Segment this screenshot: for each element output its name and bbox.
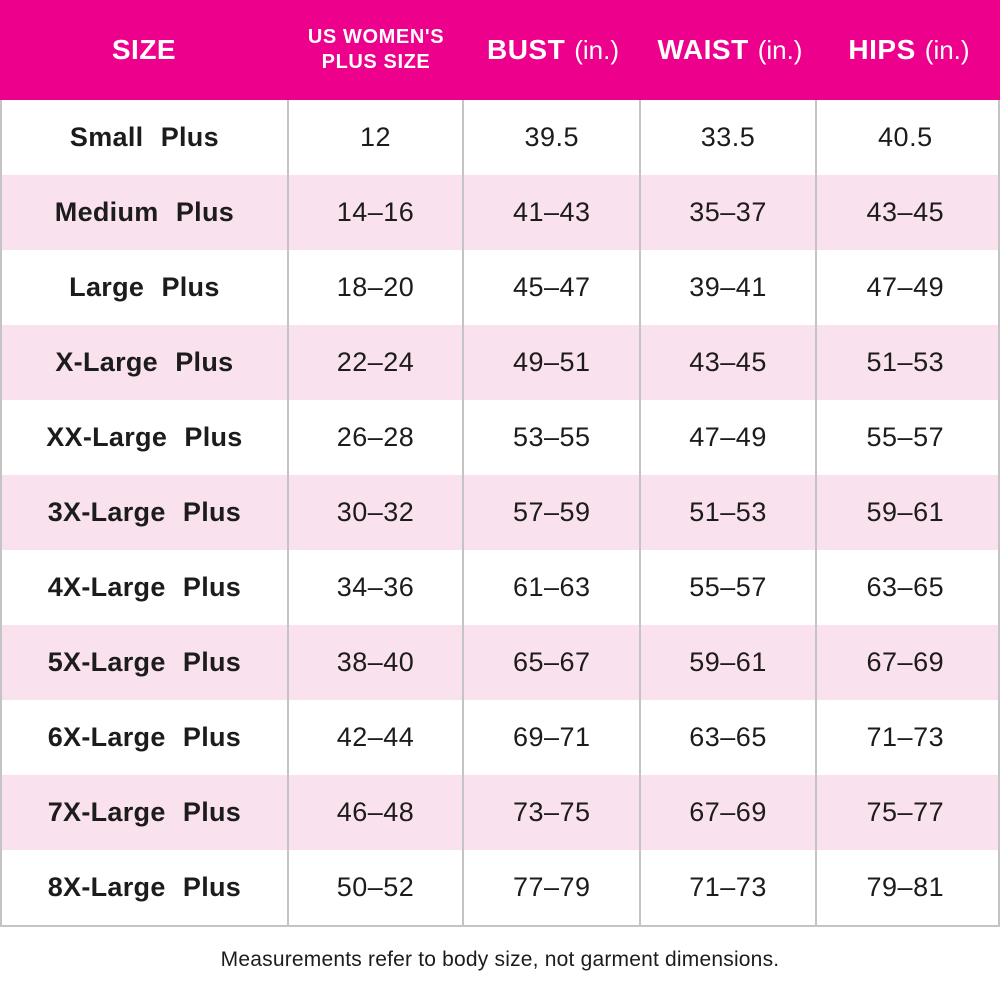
hips-value: 71–73 (814, 700, 994, 775)
hips-value: 47–49 (814, 250, 994, 325)
size-label: X-Large Plus (55, 347, 234, 377)
hips-value: 79–81 (814, 850, 994, 925)
table-row-large-plus: Large Plus 18–20 45–47 39–41 47–49 (2, 250, 998, 325)
size-label: 7X-Large Plus (47, 797, 242, 827)
hips-value: 55–57 (814, 400, 994, 475)
header-waist-label: WAIST (657, 34, 749, 65)
bust-value: 39.5 (462, 100, 639, 175)
size-label: 3X-Large Plus (47, 497, 242, 527)
header-size: SIZE (0, 0, 288, 100)
header-waist: WAIST (in.) (642, 0, 818, 100)
us-size-value: 50–52 (286, 850, 462, 925)
waist-value: 39–41 (639, 250, 814, 325)
header-hips-label: HIPS (848, 34, 916, 65)
waist-value: 63–65 (639, 700, 814, 775)
table-header-row: SIZE US WOMEN'S PLUS SIZE BUST (in.) WAI… (0, 0, 1000, 100)
header-waist-unit: (in.) (757, 35, 803, 65)
size-label: Small Plus (69, 122, 219, 152)
waist-value: 59–61 (639, 625, 814, 700)
us-size-value: 22–24 (286, 325, 462, 400)
us-size-value: 30–32 (286, 475, 462, 550)
size-label: Medium Plus (54, 197, 235, 227)
us-size-value: 12 (286, 100, 462, 175)
us-size-value: 46–48 (286, 775, 462, 850)
size-label: Large Plus (69, 272, 220, 302)
hips-value: 75–77 (814, 775, 994, 850)
size-label: 6X-Large Plus (47, 722, 242, 752)
hips-value: 43–45 (814, 175, 994, 250)
header-us-womens-plus-size: US WOMEN'S PLUS SIZE (288, 0, 464, 100)
header-us-womens-line1: US WOMEN'S (307, 26, 445, 48)
waist-value: 43–45 (639, 325, 814, 400)
us-size-value: 38–40 (286, 625, 462, 700)
header-hips-unit: (in.) (924, 35, 970, 65)
table-body: Small Plus 12 39.5 33.5 40.5 Medium Plus… (0, 100, 1000, 927)
hips-value: 51–53 (814, 325, 994, 400)
hips-value: 40.5 (814, 100, 994, 175)
us-size-value: 42–44 (286, 700, 462, 775)
table-row-6x-large-plus: 6X-Large Plus 42–44 69–71 63–65 71–73 (2, 700, 998, 775)
table-row-medium-plus: Medium Plus 14–16 41–43 35–37 43–45 (2, 175, 998, 250)
bust-value: 49–51 (462, 325, 639, 400)
table-row-8x-large-plus: 8X-Large Plus 50–52 77–79 71–73 79–81 (2, 850, 998, 925)
hips-value: 63–65 (814, 550, 994, 625)
waist-value: 47–49 (639, 400, 814, 475)
bust-value: 57–59 (462, 475, 639, 550)
header-bust-label: BUST (486, 34, 566, 65)
bust-value: 69–71 (462, 700, 639, 775)
waist-value: 71–73 (639, 850, 814, 925)
table-row-4x-large-plus: 4X-Large Plus 34–36 61–63 55–57 63–65 (2, 550, 998, 625)
size-label: 4X-Large Plus (47, 572, 242, 602)
bust-value: 53–55 (462, 400, 639, 475)
bust-value: 61–63 (462, 550, 639, 625)
waist-value: 33.5 (639, 100, 814, 175)
waist-value: 67–69 (639, 775, 814, 850)
waist-value: 51–53 (639, 475, 814, 550)
hips-value: 67–69 (814, 625, 994, 700)
header-bust: BUST (in.) (464, 0, 642, 100)
bust-value: 77–79 (462, 850, 639, 925)
bust-value: 45–47 (462, 250, 639, 325)
us-size-value: 26–28 (286, 400, 462, 475)
table-row-3x-large-plus: 3X-Large Plus 30–32 57–59 51–53 59–61 (2, 475, 998, 550)
hips-value: 59–61 (814, 475, 994, 550)
us-size-value: 18–20 (286, 250, 462, 325)
size-label: 8X-Large Plus (47, 872, 242, 902)
header-bust-unit: (in.) (574, 35, 619, 65)
waist-value: 35–37 (639, 175, 814, 250)
table-row-xx-large-plus: XX-Large Plus 26–28 53–55 47–49 55–57 (2, 400, 998, 475)
waist-value: 55–57 (639, 550, 814, 625)
bust-value: 65–67 (462, 625, 639, 700)
table-row-7x-large-plus: 7X-Large Plus 46–48 73–75 67–69 75–77 (2, 775, 998, 850)
us-size-value: 14–16 (286, 175, 462, 250)
header-us-womens-line2: PLUS SIZE (321, 51, 431, 73)
bust-value: 41–43 (462, 175, 639, 250)
size-label: XX-Large Plus (46, 422, 243, 452)
table-row-small-plus: Small Plus 12 39.5 33.5 40.5 (2, 100, 998, 175)
bust-value: 73–75 (462, 775, 639, 850)
table-row-5x-large-plus: 5X-Large Plus 38–40 65–67 59–61 67–69 (2, 625, 998, 700)
measurement-disclaimer: Measurements refer to body size, not gar… (220, 947, 780, 971)
size-label: 5X-Large Plus (47, 647, 242, 677)
footer-note-area: Measurements refer to body size, not gar… (0, 927, 1000, 1000)
header-size-label: SIZE (111, 34, 177, 65)
table-row-x-large-plus: X-Large Plus 22–24 49–51 43–45 51–53 (2, 325, 998, 400)
us-size-value: 34–36 (286, 550, 462, 625)
header-hips: HIPS (in.) (818, 0, 1000, 100)
